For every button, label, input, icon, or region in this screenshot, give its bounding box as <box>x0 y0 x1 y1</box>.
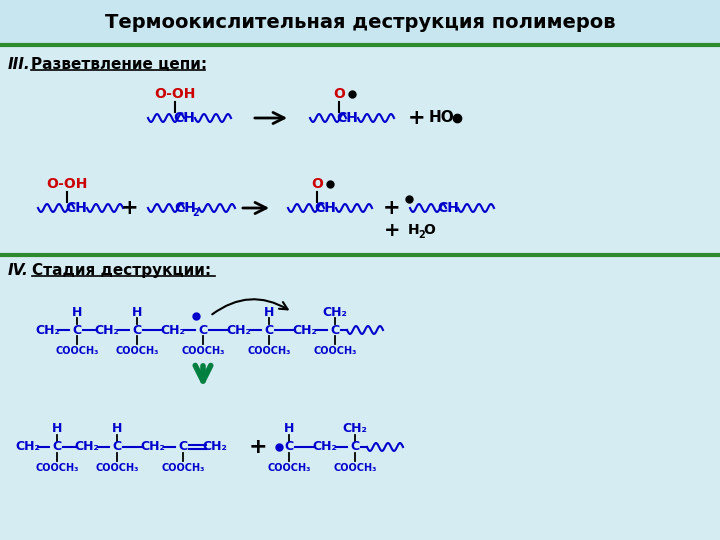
Text: +: + <box>408 108 426 128</box>
Text: C: C <box>112 441 122 454</box>
Text: CH: CH <box>336 111 358 125</box>
Text: COOCH₃: COOCH₃ <box>247 346 291 356</box>
Text: CH₂: CH₂ <box>292 323 318 336</box>
Text: +: + <box>121 198 139 218</box>
Text: CH₂: CH₂ <box>35 323 60 336</box>
Text: Термоокислительная деструкция полимеров: Термоокислительная деструкция полимеров <box>104 12 616 31</box>
Text: COOCH₃: COOCH₃ <box>181 346 225 356</box>
Text: COOCH₃: COOCH₃ <box>55 346 99 356</box>
Text: COOCH₃: COOCH₃ <box>267 463 311 473</box>
Text: C: C <box>351 441 359 454</box>
Text: CH₂: CH₂ <box>227 323 251 336</box>
Text: CH₂: CH₂ <box>94 323 120 336</box>
Text: C: C <box>53 441 62 454</box>
Text: O-OH: O-OH <box>154 87 196 101</box>
Text: CH₂: CH₂ <box>312 441 338 454</box>
Text: +: + <box>383 198 401 218</box>
Text: C: C <box>284 441 294 454</box>
Text: H: H <box>408 223 420 237</box>
Text: COOCH₃: COOCH₃ <box>333 463 377 473</box>
Text: IV.: IV. <box>8 263 29 278</box>
Text: III.: III. <box>8 57 31 72</box>
Text: CH₂: CH₂ <box>140 441 166 454</box>
Text: COOCH₃: COOCH₃ <box>313 346 356 356</box>
Text: CH₂: CH₂ <box>16 441 40 454</box>
Text: HO: HO <box>429 111 455 125</box>
Text: CH₂: CH₂ <box>75 441 99 454</box>
Text: CH: CH <box>314 201 336 215</box>
Text: CH₂: CH₂ <box>202 441 228 454</box>
Text: CH₂: CH₂ <box>323 306 348 319</box>
Text: 2: 2 <box>193 208 199 218</box>
Text: CH₂: CH₂ <box>161 323 186 336</box>
Text: O-OH: O-OH <box>46 177 88 191</box>
Text: COOCH₃: COOCH₃ <box>161 463 204 473</box>
Text: C: C <box>73 323 81 336</box>
Text: C: C <box>264 323 274 336</box>
Text: H: H <box>72 306 82 319</box>
Text: +: + <box>384 220 400 240</box>
Text: O: O <box>311 177 323 191</box>
Text: 2: 2 <box>418 230 425 240</box>
Text: H: H <box>284 422 294 435</box>
Text: COOCH₃: COOCH₃ <box>35 463 78 473</box>
Text: C: C <box>199 323 207 336</box>
Text: H: H <box>52 422 62 435</box>
Text: CH: CH <box>437 201 459 215</box>
Text: CH: CH <box>65 201 87 215</box>
Text: C: C <box>132 323 142 336</box>
Text: H: H <box>112 422 122 435</box>
Text: CH: CH <box>174 201 196 215</box>
Text: Стадия деструкции:: Стадия деструкции: <box>32 263 211 278</box>
Text: O: O <box>423 223 435 237</box>
FancyBboxPatch shape <box>0 0 720 45</box>
Text: Разветвление цепи:: Разветвление цепи: <box>31 57 207 72</box>
Text: C: C <box>179 441 188 454</box>
Text: COOCH₃: COOCH₃ <box>115 346 158 356</box>
Text: CH: CH <box>173 111 195 125</box>
Text: +: + <box>248 437 267 457</box>
Text: O: O <box>333 87 345 101</box>
Text: C: C <box>330 323 340 336</box>
Text: H: H <box>264 306 274 319</box>
Text: CH₂: CH₂ <box>343 422 367 435</box>
Text: H: H <box>132 306 142 319</box>
Text: COOCH₃: COOCH₃ <box>95 463 139 473</box>
